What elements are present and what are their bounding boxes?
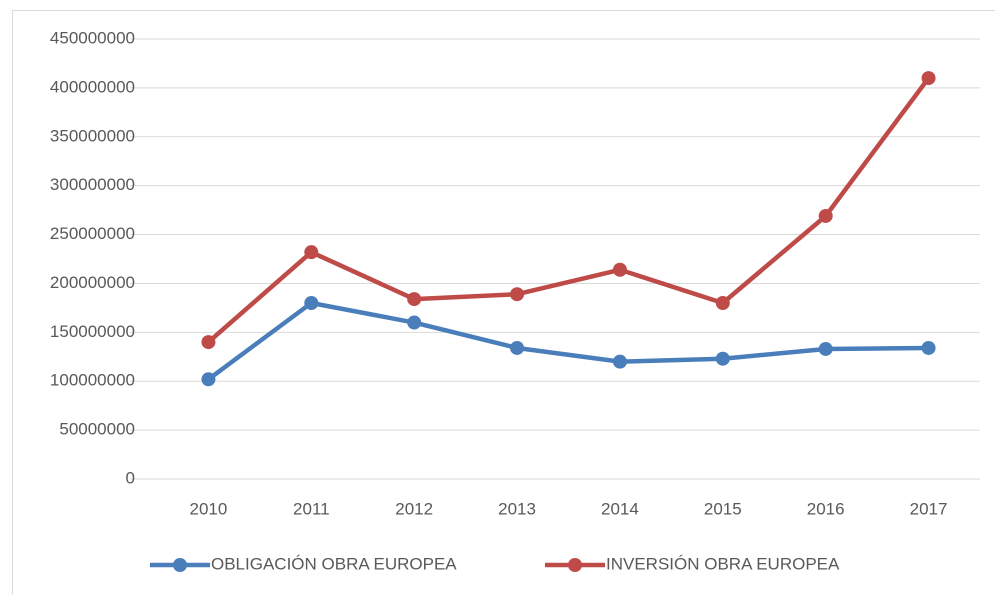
y-tick-label: 300000000 [50, 175, 135, 194]
legend-marker [173, 558, 187, 572]
point [201, 372, 215, 386]
legend-label: INVERSIÓN OBRA EUROPEA [606, 554, 840, 573]
x-tick-label: 2015 [704, 499, 742, 518]
series-line [208, 303, 928, 379]
y-tick-label: 250000000 [50, 224, 135, 243]
x-tick-label: 2017 [910, 499, 948, 518]
point [716, 296, 730, 310]
point [613, 263, 627, 277]
point [407, 292, 421, 306]
y-tick-label: 150000000 [50, 322, 135, 341]
point [510, 287, 524, 301]
point [510, 341, 524, 355]
x-tick-label: 2014 [601, 499, 639, 518]
x-tick-label: 2012 [395, 499, 433, 518]
point [304, 245, 318, 259]
x-tick-label: 2010 [190, 499, 228, 518]
y-tick-label: 0 [126, 468, 135, 487]
legend-marker [568, 558, 582, 572]
x-tick-label: 2016 [807, 499, 845, 518]
legend-label: OBLIGACIÓN OBRA EUROPEA [211, 554, 457, 573]
point [613, 355, 627, 369]
point [201, 335, 215, 349]
y-tick-label: 350000000 [50, 126, 135, 145]
x-tick-label: 2013 [498, 499, 536, 518]
point [922, 71, 936, 85]
y-tick-label: 400000000 [50, 77, 135, 96]
point [922, 341, 936, 355]
point [716, 352, 730, 366]
y-tick-label: 50000000 [59, 420, 135, 439]
point [819, 209, 833, 223]
x-tick-label: 2011 [293, 499, 330, 518]
point [819, 342, 833, 356]
point [304, 296, 318, 310]
y-tick-label: 200000000 [50, 273, 135, 292]
point [407, 316, 421, 330]
y-tick-label: 450000000 [50, 28, 135, 47]
y-tick-label: 100000000 [50, 371, 135, 390]
